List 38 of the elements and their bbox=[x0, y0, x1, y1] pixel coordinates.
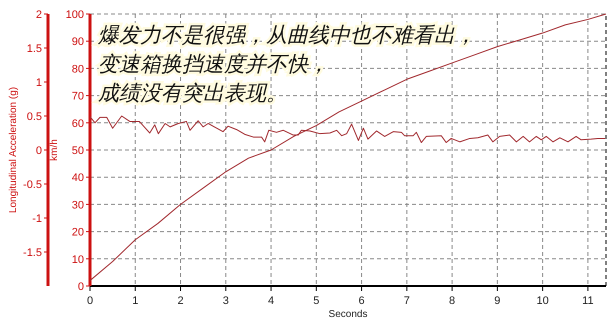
x-tick-label: 4 bbox=[268, 295, 274, 307]
y-tick-label: -1 bbox=[32, 213, 42, 225]
line-series bbox=[90, 14, 606, 282]
annotation: 爆发力不是很强，从曲线中也不难看出， bbox=[97, 24, 476, 47]
y2-tick-label: 30 bbox=[72, 199, 84, 212]
y-tick-label: 1.5 bbox=[26, 43, 42, 55]
x-tick-label: 10 bbox=[536, 295, 549, 307]
y-tick-label: 0 bbox=[36, 145, 42, 157]
x-tick-label: 1 bbox=[132, 295, 138, 307]
x-tick-label: 5 bbox=[313, 295, 320, 307]
y2-tick-label: 40 bbox=[72, 172, 84, 184]
x-tick-label: 3 bbox=[222, 295, 229, 307]
y2-axis-title: km/h bbox=[49, 139, 60, 161]
x-tick-label: 0 bbox=[86, 295, 94, 307]
x-tick-label: 2 bbox=[177, 295, 184, 307]
x-tick-label: 11 bbox=[582, 295, 594, 307]
y2-tick-label: 10 bbox=[72, 254, 84, 266]
annotation: 变速箱换挡速度并不快， bbox=[98, 53, 329, 76]
x-tick-label: 8 bbox=[449, 295, 456, 307]
x-tick-label: 6 bbox=[358, 295, 365, 307]
y2-tick-label: 20 bbox=[72, 226, 84, 239]
x-tick-label: 7 bbox=[404, 295, 410, 307]
annotation: 成绩没有突出表现。 bbox=[98, 82, 287, 105]
y2-tick-label: 60 bbox=[72, 118, 84, 130]
y2-tick-label: 100 bbox=[66, 9, 84, 21]
y2-tick-label: 70 bbox=[72, 90, 84, 103]
y-axis-title: Longitudinal Acceleration (g) bbox=[8, 86, 19, 214]
y-tick-label: -1.5 bbox=[23, 247, 42, 259]
y-tick-label: 0.5 bbox=[26, 111, 42, 123]
y-tick-label: 2 bbox=[36, 9, 42, 21]
y2-tick-label: 90 bbox=[72, 36, 84, 48]
y2-tick-label: 0 bbox=[78, 281, 84, 293]
y-tick-label: -0.5 bbox=[23, 179, 42, 191]
x-axis-title: Seconds bbox=[328, 309, 368, 320]
y-tick-label: 1 bbox=[36, 77, 42, 89]
y2-tick-label: 50 bbox=[72, 145, 84, 157]
x-tick-label: 9 bbox=[494, 295, 500, 307]
y2-tick-label: 80 bbox=[72, 63, 84, 76]
